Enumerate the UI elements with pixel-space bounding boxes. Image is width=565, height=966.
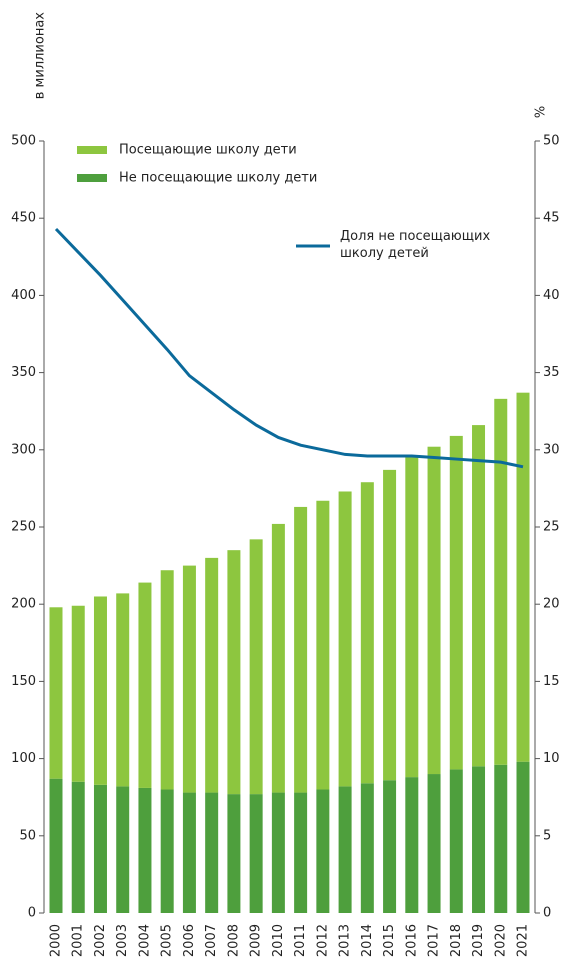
y-tick-label: 450 bbox=[11, 211, 36, 226]
x-tick-label: 2008 bbox=[226, 924, 241, 957]
x-tick-label: 2011 bbox=[293, 924, 308, 957]
bar bbox=[383, 780, 397, 913]
y-axis-label: в миллионах bbox=[33, 12, 48, 100]
legend-label: Не посещающие школу дети bbox=[119, 171, 317, 186]
bar bbox=[316, 500, 330, 790]
bar bbox=[160, 789, 174, 913]
x-tick-label: 2021 bbox=[516, 924, 531, 957]
y-tick-label: 150 bbox=[11, 674, 36, 689]
line bbox=[54, 227, 524, 469]
bar bbox=[249, 539, 263, 795]
bar bbox=[383, 469, 397, 781]
bar bbox=[405, 777, 419, 913]
bar bbox=[93, 784, 107, 913]
bar bbox=[427, 774, 441, 913]
bar bbox=[316, 789, 330, 913]
y-tick-label: 200 bbox=[11, 597, 36, 612]
bar bbox=[338, 786, 352, 913]
bar bbox=[360, 783, 374, 913]
x-tick-label: 2013 bbox=[338, 924, 353, 957]
y2-tick-label: 25 bbox=[543, 520, 560, 535]
y2-tick-label: 30 bbox=[543, 442, 560, 457]
y2-tick-label: 35 bbox=[543, 365, 560, 380]
bar bbox=[294, 792, 308, 913]
x-tick-label: 2000 bbox=[49, 924, 64, 957]
x-tick-label: 2016 bbox=[404, 924, 419, 957]
y-tick-label: 100 bbox=[11, 751, 36, 766]
bar bbox=[49, 607, 63, 779]
bar bbox=[516, 761, 530, 913]
y2-axis-label: % bbox=[534, 106, 549, 118]
y2-tick-label: 0 bbox=[543, 906, 551, 921]
line-legend-label: Доля не посещающих школу детей bbox=[340, 229, 491, 261]
x-tick-label: 2004 bbox=[137, 924, 152, 957]
x-tick-label: 2006 bbox=[182, 924, 197, 957]
x-tick-label: 2003 bbox=[115, 924, 130, 957]
bar bbox=[182, 792, 196, 913]
y-tick-label: 0 bbox=[28, 906, 36, 921]
bar bbox=[338, 491, 352, 787]
x-tick-label: 2014 bbox=[360, 924, 375, 957]
bar bbox=[449, 769, 463, 913]
bar bbox=[205, 792, 219, 913]
bar bbox=[472, 425, 486, 767]
x-tick-label: 2015 bbox=[382, 924, 397, 957]
x-tick-label: 2020 bbox=[493, 924, 508, 957]
y-tick-label: 300 bbox=[11, 442, 36, 457]
bar bbox=[294, 506, 308, 793]
bar bbox=[249, 794, 263, 913]
x-tick-label: 2010 bbox=[271, 924, 286, 957]
bar bbox=[93, 596, 107, 785]
x-tick-label: 2005 bbox=[160, 924, 175, 957]
y-tick-label: 500 bbox=[11, 134, 36, 149]
bar bbox=[360, 482, 374, 784]
x-tick-label: 2019 bbox=[471, 924, 486, 957]
x-tick-label: 2018 bbox=[449, 924, 464, 957]
bar bbox=[116, 786, 130, 913]
bar bbox=[182, 565, 196, 793]
y2-tick-label: 20 bbox=[543, 597, 560, 612]
y-tick-label: 350 bbox=[11, 365, 36, 380]
bar bbox=[271, 523, 285, 793]
bar bbox=[71, 605, 85, 782]
bar bbox=[494, 398, 508, 765]
bar bbox=[49, 778, 63, 913]
y2-tick-label: 40 bbox=[543, 288, 560, 303]
bar bbox=[227, 794, 241, 913]
bar bbox=[138, 787, 152, 913]
y2-tick-label: 10 bbox=[543, 751, 560, 766]
legend-swatch bbox=[77, 146, 107, 154]
y2-tick-label: 50 bbox=[543, 134, 560, 149]
bar bbox=[516, 392, 530, 762]
y-tick-label: 400 bbox=[11, 288, 36, 303]
bar bbox=[405, 455, 419, 778]
x-tick-label: 2002 bbox=[93, 924, 108, 957]
x-tick-label: 2007 bbox=[204, 924, 219, 957]
bar bbox=[227, 550, 241, 795]
bar bbox=[449, 435, 463, 770]
y2-tick-label: 45 bbox=[543, 211, 560, 226]
x-tick-label: 2017 bbox=[427, 924, 442, 957]
legend-label: Посещающие школу дети bbox=[119, 143, 297, 158]
y-tick-label: 50 bbox=[19, 828, 36, 843]
y-tick-label: 250 bbox=[11, 520, 36, 535]
legend-swatch bbox=[77, 174, 107, 182]
x-tick-label: 2012 bbox=[315, 924, 330, 957]
bar bbox=[494, 764, 508, 913]
bar bbox=[205, 557, 219, 793]
bar bbox=[138, 582, 152, 788]
bar bbox=[160, 570, 174, 790]
y2-tick-label: 5 bbox=[543, 828, 551, 843]
y2-tick-label: 15 bbox=[543, 674, 560, 689]
bar bbox=[116, 593, 130, 787]
bar bbox=[427, 446, 441, 775]
bar bbox=[71, 781, 85, 913]
bar bbox=[472, 766, 486, 913]
x-tick-label: 2001 bbox=[71, 924, 86, 957]
x-tick-label: 2009 bbox=[249, 924, 264, 957]
bar bbox=[271, 792, 285, 913]
